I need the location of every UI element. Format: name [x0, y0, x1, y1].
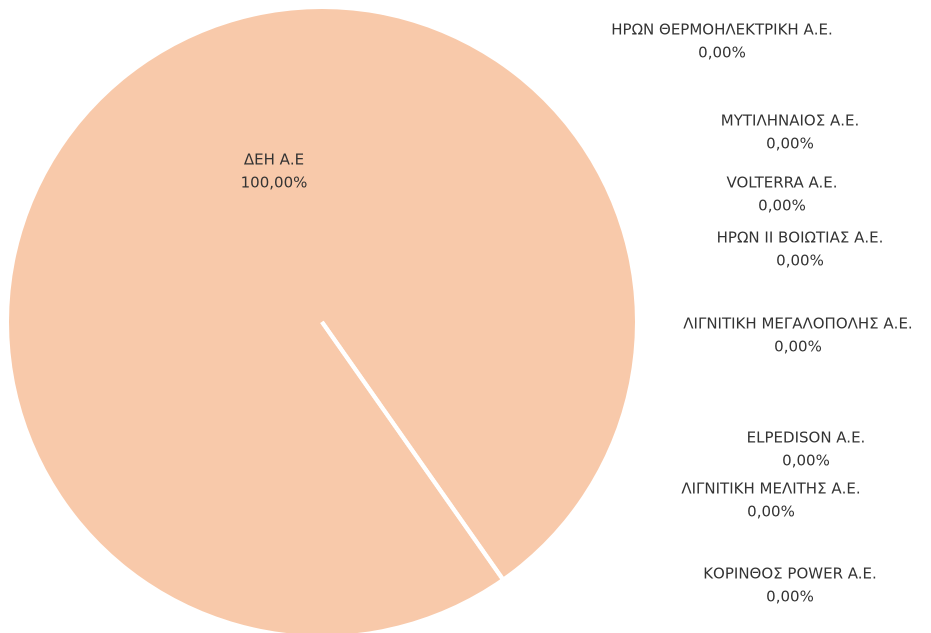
- slice-label: ΗΡΩΝ ΘΕΡΜΟΗΛΕΚΤΡΙΚΗ Α.Ε.: [611, 21, 833, 39]
- slice-value-label: 0,00%: [776, 252, 824, 270]
- slice-value-label: 0,00%: [766, 588, 814, 606]
- pie-slice: [9, 9, 635, 633]
- slice-value-label: 0,00%: [774, 338, 822, 356]
- slice-separator: [320, 320, 504, 580]
- slice-value-label: 0,00%: [747, 503, 795, 521]
- slice-value-label: 0,00%: [698, 44, 746, 62]
- slice-value-label: 0,00%: [782, 452, 830, 470]
- slice-label: ELPEDISON A.E.: [747, 429, 866, 447]
- slice-label: ΜΥΤΙΛΗΝΑΙΟΣ Α.Ε.: [721, 112, 859, 130]
- slice-label: ΚΟΡΙΝΘΟΣ POWER A.E.: [703, 565, 877, 583]
- slice-label: ΗΡΩΝ ΙΙ ΒΟΙΩΤΙΑΣ Α.Ε.: [717, 229, 884, 247]
- slice-value-label: 100,00%: [241, 174, 308, 192]
- slice-value-label: 0,00%: [766, 135, 814, 153]
- slice-label: VOLTERRA A.E.: [726, 174, 837, 192]
- slice-value-label: 0,00%: [758, 197, 806, 215]
- slice-label: ΛΙΓΝΙΤΙΚΗ ΜΕΛΙΤΗΣ Α.Ε.: [681, 480, 860, 498]
- slice-label: ΔΕΗ Α.Ε: [244, 151, 304, 169]
- slice-label: ΛΙΓΝΙΤΙΚΗ ΜΕΓΑΛΟΠΟΛΗΣ Α.Ε.: [683, 315, 912, 333]
